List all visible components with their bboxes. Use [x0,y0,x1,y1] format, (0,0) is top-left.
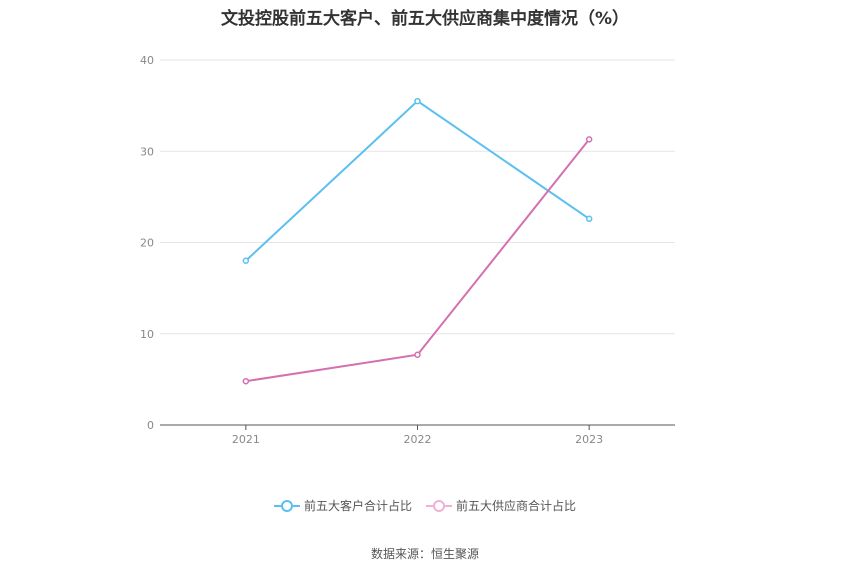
y-tick-label-0: 0 [147,419,154,432]
series-line-1 [245,138,590,383]
legend-item-suppliers[interactable]: 前五大供应商合计占比 [426,497,576,514]
series-0-point-2023 [585,215,593,223]
series-0-point-2022 [414,97,421,105]
x-tick-label-2021: 2021 [232,433,260,446]
legend-marker-suppliers-icon [426,499,452,512]
x-tick-label-2023: 2023 [575,433,603,446]
chart-title: 文投控股前五大客户、前五大供应商集中度情况（%） [220,9,630,29]
series-1-point-2023 [585,136,593,143]
y-tick-label-30: 30 [140,145,154,158]
legend-label-suppliers: 前五大供应商合计占比 [456,499,577,513]
series-0-point-2021 [242,257,250,264]
data-source: 数据来源：恒生聚源 [370,547,479,561]
legend-item-customers[interactable]: 前五大客户合计占比 [273,497,412,514]
legend-marker-customers-icon [273,499,300,512]
series-line-0 [245,99,590,262]
y-tick-label-20: 20 [140,237,154,250]
series-1-point-2022 [414,351,421,358]
series-1-point-2021 [242,377,250,385]
legend-label-customers: 前五大客户合计占比 [303,499,412,513]
y-tick-label-40: 40 [140,54,154,67]
y-tick-label-10: 10 [140,328,154,341]
x-tick-label-2022: 2022 [404,433,432,446]
chart-legend: 前五大客户合计占比 前五大供应商合计占比 [0,497,850,514]
